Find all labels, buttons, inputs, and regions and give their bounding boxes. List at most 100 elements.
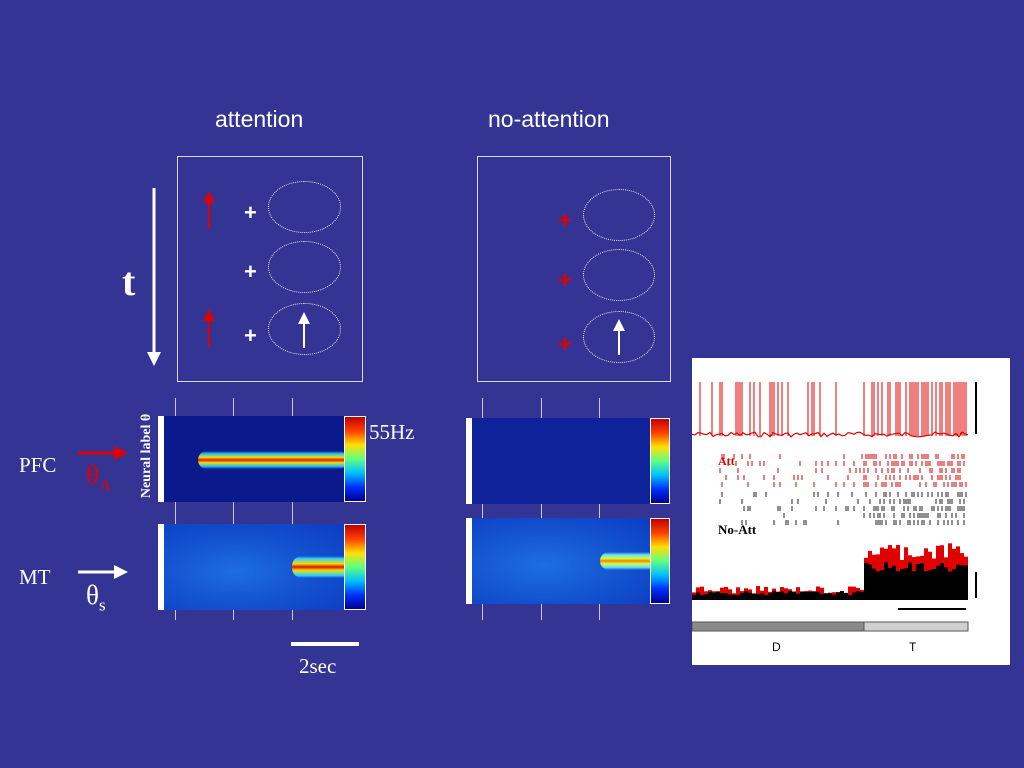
- histogram-bar: [900, 568, 904, 600]
- period-t-label: T: [909, 640, 917, 654]
- histogram-bar: [876, 571, 880, 600]
- white-arrow-icon: [613, 319, 625, 355]
- time-gridline: [541, 398, 542, 620]
- histogram-bar: [884, 562, 888, 600]
- time-label: t: [122, 259, 136, 304]
- histogram-bar: [888, 567, 892, 600]
- histogram-bar: [856, 591, 860, 600]
- histogram-bar: [832, 594, 836, 600]
- attention-mt-heatmap: [158, 524, 344, 610]
- neural-label-axis: Neural label θ: [139, 413, 154, 499]
- time-arrow: [143, 186, 167, 368]
- histogram-bar: [868, 564, 872, 600]
- no-attention-header: no-attention: [488, 106, 610, 132]
- histogram-bar: [800, 591, 804, 600]
- activity-band: [198, 451, 344, 469]
- histogram-bar: [720, 593, 724, 600]
- histogram-bar: [712, 592, 716, 600]
- no-attention-pfc-heatmap: [466, 418, 651, 504]
- histogram-bar: [844, 592, 848, 600]
- histogram-bar: [700, 586, 704, 600]
- no-att-label: No-Att: [718, 522, 757, 537]
- histogram-bar: [736, 587, 740, 600]
- histogram-bar: [696, 592, 700, 600]
- histogram-bar: [716, 591, 720, 600]
- receptive-field-ellipse: [268, 181, 341, 233]
- histogram-bar: [736, 594, 740, 600]
- histogram-bar: [820, 593, 824, 600]
- histogram-bar: [796, 593, 800, 600]
- histogram-bar: [728, 594, 732, 600]
- red-arrow-icon: [203, 309, 215, 347]
- receptive-field-ellipse: [268, 303, 341, 355]
- histogram-bar: [744, 591, 748, 600]
- histogram-bar: [740, 592, 744, 600]
- histogram-bar: [692, 594, 696, 600]
- no-attention-mt-heatmap: [466, 518, 651, 604]
- histogram-bar: [936, 565, 940, 600]
- histogram-bar: [792, 591, 796, 600]
- white-arrow-icon: [78, 565, 128, 579]
- red-arrow-icon: [78, 446, 128, 460]
- histogram-bar: [892, 565, 896, 600]
- receptive-field-ellipse: [583, 249, 655, 301]
- theta-s-label: θs: [86, 580, 106, 615]
- histogram-bar: [928, 570, 932, 600]
- colorbar: [650, 518, 670, 604]
- histogram-bar: [956, 564, 960, 600]
- mt-label: MT: [19, 565, 51, 589]
- theta-subscript: A: [98, 475, 112, 495]
- white-arrow-icon: [298, 312, 310, 348]
- time-gridline: [175, 398, 176, 620]
- histogram-bar: [760, 593, 764, 600]
- histogram-bar: [812, 591, 816, 600]
- histogram-bar: [708, 591, 712, 600]
- histogram-bar: [772, 591, 776, 600]
- scale-bar-label: 2sec: [299, 654, 337, 678]
- receptive-field-ellipse: [583, 189, 655, 241]
- histogram-bar: [816, 591, 820, 600]
- histogram-bar: [940, 562, 944, 600]
- histogram-bar: [904, 568, 908, 600]
- att-label: Att: [718, 454, 735, 468]
- time-gridline: [599, 398, 600, 620]
- histogram-bar: [756, 594, 760, 600]
- histogram-bar: [872, 568, 876, 600]
- histogram-bar: [700, 594, 704, 600]
- histogram-bar: [788, 591, 792, 600]
- no-attention-stimulus-panel: + + +: [477, 156, 671, 382]
- time-gridline: [233, 398, 234, 620]
- histogram-bar: [880, 570, 884, 600]
- theta-a-label: θA: [86, 460, 111, 495]
- histogram-bar: [964, 565, 968, 600]
- period-d-label: D: [772, 640, 781, 654]
- down-arrow-icon: [147, 188, 161, 366]
- histogram-bar: [924, 571, 928, 600]
- theta-symbol: θ: [86, 460, 99, 490]
- histogram-bar: [848, 594, 852, 600]
- histogram-bar: [848, 586, 852, 600]
- histogram-bar: [864, 562, 868, 600]
- histogram-bar: [820, 587, 824, 600]
- histogram-bar: [920, 563, 924, 600]
- red-fixation-cross: +: [558, 207, 573, 234]
- histogram-bar: [824, 593, 828, 600]
- histogram-bar: [948, 571, 952, 600]
- histogram-bar: [756, 586, 760, 600]
- colorbar: [650, 418, 670, 504]
- histogram-bar: [768, 593, 772, 600]
- attention-stimulus-panel: + + +: [177, 156, 363, 382]
- histogram-bar: [724, 593, 728, 600]
- histogram-bar: [960, 565, 964, 600]
- histogram-bar: [808, 591, 812, 600]
- histogram-bar: [796, 587, 800, 600]
- receptive-field-ellipse: [268, 241, 341, 293]
- activity-band: [292, 556, 344, 578]
- histogram-bar: [704, 594, 708, 600]
- activity-band: [600, 552, 651, 570]
- histogram-bar: [916, 564, 920, 600]
- raster-histogram-inset: Att No-Att D T: [692, 358, 1010, 665]
- fixation-cross: +: [244, 323, 257, 348]
- red-fixation-cross: +: [558, 331, 573, 358]
- histogram-bar: [852, 592, 856, 600]
